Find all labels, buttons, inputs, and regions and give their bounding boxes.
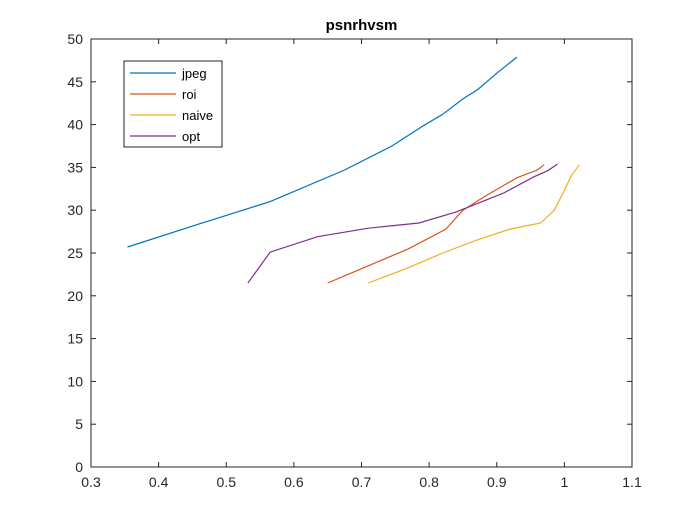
- x-tick-label: 0.9: [487, 474, 507, 490]
- y-tick-label: 30: [67, 202, 83, 218]
- legend-label-roi: roi: [182, 87, 197, 102]
- y-tick-label: 15: [67, 331, 83, 347]
- series-layer: [127, 56, 580, 284]
- legend-label-naive: naive: [182, 108, 213, 123]
- legend-label-opt: opt: [182, 129, 200, 144]
- y-tick-label: 0: [75, 459, 83, 475]
- x-tick-label: 0.3: [81, 474, 101, 490]
- x-tick-label: 0.7: [352, 474, 372, 490]
- x-tick-label: 0.5: [217, 474, 237, 490]
- series-line-jpeg: [127, 56, 518, 248]
- x-tick-label: 1: [560, 474, 568, 490]
- legend-box: [123, 60, 223, 148]
- y-tick-label: 50: [67, 31, 83, 47]
- legend: jpeg roi naive opt: [123, 60, 223, 148]
- y-tick-label: 20: [67, 288, 83, 304]
- series-line-roi: [327, 164, 545, 284]
- y-tick-label: 10: [67, 373, 83, 389]
- series-line-opt: [247, 163, 558, 284]
- y-tick-label: 40: [67, 117, 83, 133]
- y-tick-label: 35: [67, 159, 83, 175]
- y-tick-label: 25: [67, 245, 83, 261]
- x-tick-label: 0.6: [284, 474, 304, 490]
- y-tick-label: 45: [67, 74, 83, 90]
- x-tick-label: 0.8: [419, 474, 439, 490]
- ticks-layer: 0.3 0.4 0.5 0.6 0.7 0.8 0.9 1 1.1 0 5 10 15 20 25 30 35 4…: [67, 31, 642, 490]
- series-line-naive: [368, 164, 580, 284]
- y-tick-label: 5: [75, 416, 83, 432]
- legend-label-jpeg: jpeg: [181, 66, 207, 81]
- chart-title: psnrhvsm: [326, 17, 398, 34]
- x-tick-label: 1.1: [622, 474, 642, 490]
- x-tick-label: 0.4: [149, 474, 169, 490]
